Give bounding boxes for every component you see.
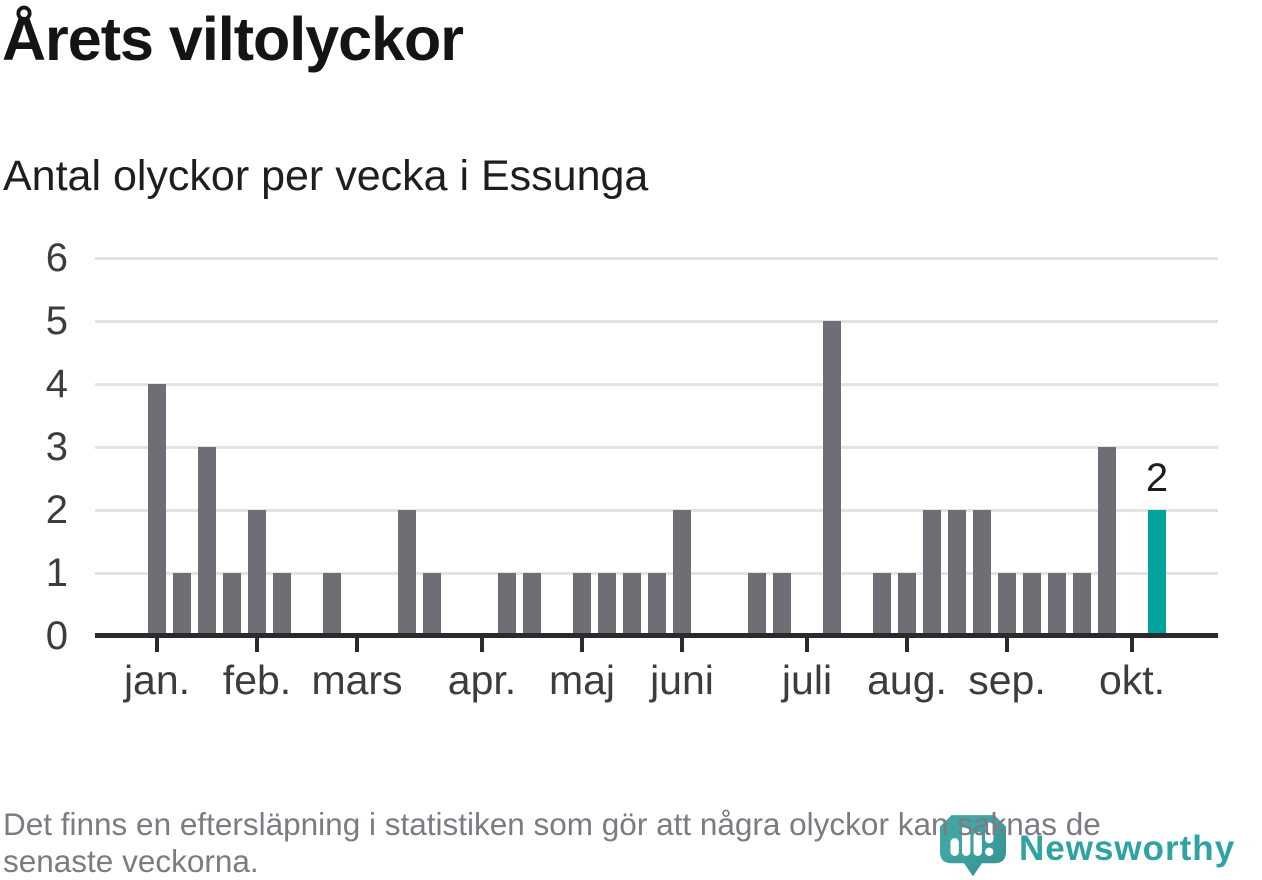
y-axis-label-6: 6: [45, 236, 68, 280]
bar-week: [898, 573, 916, 636]
x-tick-sep: [1005, 638, 1009, 652]
x-axis-label-maj: maj: [548, 657, 616, 703]
y-axis-label-4: 4: [45, 362, 68, 406]
bar-week: [823, 321, 841, 636]
bar-week: [673, 510, 691, 636]
bar-week: [498, 573, 516, 636]
x-axis-label-mars: mars: [311, 657, 403, 703]
bar-week: [273, 573, 291, 636]
x-tick-jan: [155, 638, 159, 652]
bar-week: [198, 447, 216, 636]
x-axis-label-aug: aug.: [867, 657, 947, 703]
bar-week: [598, 573, 616, 636]
bar-week: [973, 510, 991, 636]
x-tick-aug: [905, 638, 909, 652]
bar-week: [173, 573, 191, 636]
y-axis-label-3: 3: [45, 425, 68, 469]
x-axis-label-sep: sep.: [968, 657, 1046, 703]
bar-week: [623, 573, 641, 636]
bar-week: [1098, 447, 1116, 636]
x-tick-maj: [580, 638, 584, 652]
x-axis-label-juli: juli: [781, 657, 833, 703]
bar-week: [923, 510, 941, 636]
newsworthy-logo: Newsworthy: [940, 814, 1260, 879]
x-tick-juni: [680, 638, 684, 652]
bar-week-highlight: [1148, 510, 1166, 636]
footnote-line-1: Det finns en eftersläpning i statistiken…: [3, 806, 1101, 842]
x-tick-feb: [255, 638, 259, 652]
bar-week: [873, 573, 891, 636]
x-tick-okt: [1130, 638, 1134, 652]
gridline-y6: [95, 257, 1218, 260]
bar-week: [1023, 573, 1041, 636]
bar-week: [1048, 573, 1066, 636]
gridline-y3: [95, 446, 1218, 449]
bar-week: [748, 573, 766, 636]
newsworthy-bubble-chart-icon: [940, 815, 1006, 877]
x-axis-label-feb: feb.: [222, 657, 292, 703]
x-tick-apr: [480, 638, 484, 652]
x-tick-juli: [805, 638, 809, 652]
bar-week: [773, 573, 791, 636]
y-axis-label-0: 0: [45, 614, 68, 658]
x-axis-label-juni: juni: [650, 657, 714, 703]
bar-week: [948, 510, 966, 636]
x-axis-line: [95, 633, 1218, 638]
bar-week: [523, 573, 541, 636]
x-axis-label-apr: apr.: [447, 657, 517, 703]
footnote-line-2: senaste veckorna.: [3, 843, 259, 879]
chart-subtitle: Antal olyckor per vecka i Essunga: [3, 152, 649, 200]
newsworthy-wordmark: Newsworthy: [1019, 829, 1236, 868]
x-tick-mars: [355, 638, 359, 652]
bar-week: [248, 510, 266, 636]
bar-week: [648, 573, 666, 636]
gridline-y2: [95, 509, 1218, 512]
bar-week: [148, 384, 166, 636]
y-axis-label-2: 2: [45, 488, 68, 532]
page-title: Årets viltolyckor: [2, 5, 464, 73]
x-axis-label-jan: jan.: [123, 657, 191, 703]
x-axis-label-okt: okt.: [1098, 657, 1166, 703]
gridline-y5: [95, 320, 1218, 323]
bar-week: [223, 573, 241, 636]
bar-week: [573, 573, 591, 636]
bar-week: [423, 573, 441, 636]
bar-week: [1073, 573, 1091, 636]
bar-week: [398, 510, 416, 636]
bar-week: [998, 573, 1016, 636]
y-axis-label-1: 1: [45, 551, 68, 595]
gridline-y4: [95, 383, 1218, 386]
bar-week: [323, 573, 341, 636]
highlight-value-label: 2: [1145, 456, 1169, 500]
footnote: Det finns en eftersläpning i statistiken…: [3, 806, 1101, 880]
y-axis-label-5: 5: [45, 299, 68, 343]
